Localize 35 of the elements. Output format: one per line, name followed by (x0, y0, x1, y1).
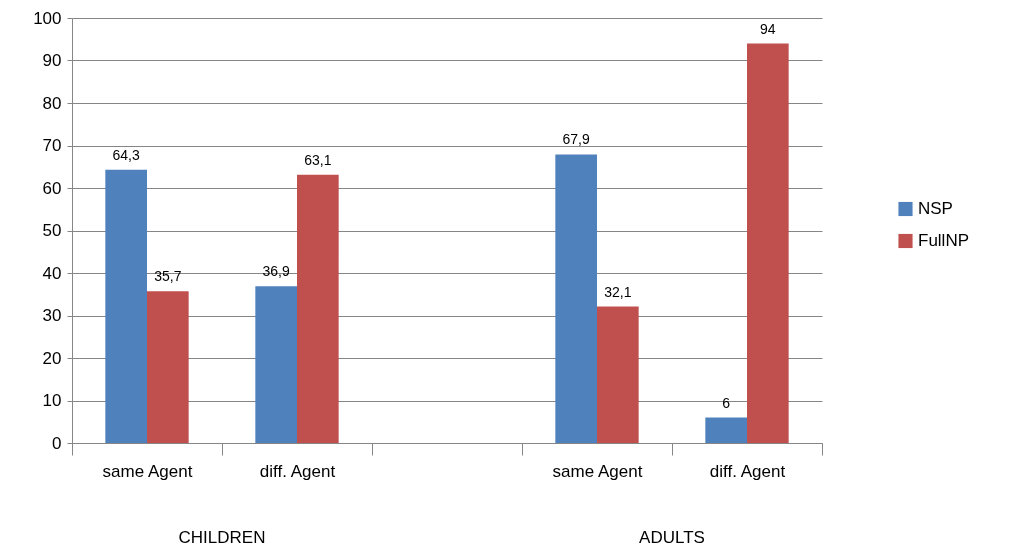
x-tick-label: diff. Agent (259, 461, 336, 481)
y-tick-label: 20 (42, 348, 62, 368)
data-label: 94 (760, 20, 776, 37)
y-tick-label: 40 (42, 263, 62, 283)
data-label: 32,1 (604, 283, 632, 300)
data-label: 63,1 (304, 151, 332, 168)
y-tick-label: 0 (52, 433, 62, 453)
data-label: 35,7 (154, 268, 182, 285)
y-tick-label: 10 (42, 391, 62, 410)
x-tick-label: same Agent (102, 461, 193, 481)
data-label: 67,9 (562, 131, 590, 148)
bar (297, 174, 339, 443)
y-tick-label: 30 (42, 306, 62, 325)
data-label: 64,3 (112, 146, 140, 163)
x-tick-label: same Agent (552, 461, 643, 481)
y-tick-label: 50 (42, 221, 62, 240)
legend-label: NSP (918, 199, 953, 218)
bar (747, 43, 789, 443)
x-tick-label: diff. Agent (709, 461, 786, 481)
y-tick-label: 100 (33, 8, 62, 28)
y-tick-label: 90 (42, 51, 62, 70)
bar (705, 417, 747, 443)
y-tick-label: 60 (42, 178, 62, 198)
legend-label: FullNP (918, 231, 970, 250)
bar (555, 154, 597, 443)
y-tick-label: 80 (42, 93, 62, 113)
bar (147, 291, 189, 443)
bar (105, 169, 147, 443)
data-label: 36,9 (262, 263, 290, 280)
bar (597, 306, 639, 443)
bar (255, 286, 297, 443)
text: ADULTS (639, 528, 705, 547)
data-label: 6 (722, 394, 731, 411)
y-tick-label: 70 (42, 136, 62, 155)
text: CHILDREN (178, 528, 266, 547)
